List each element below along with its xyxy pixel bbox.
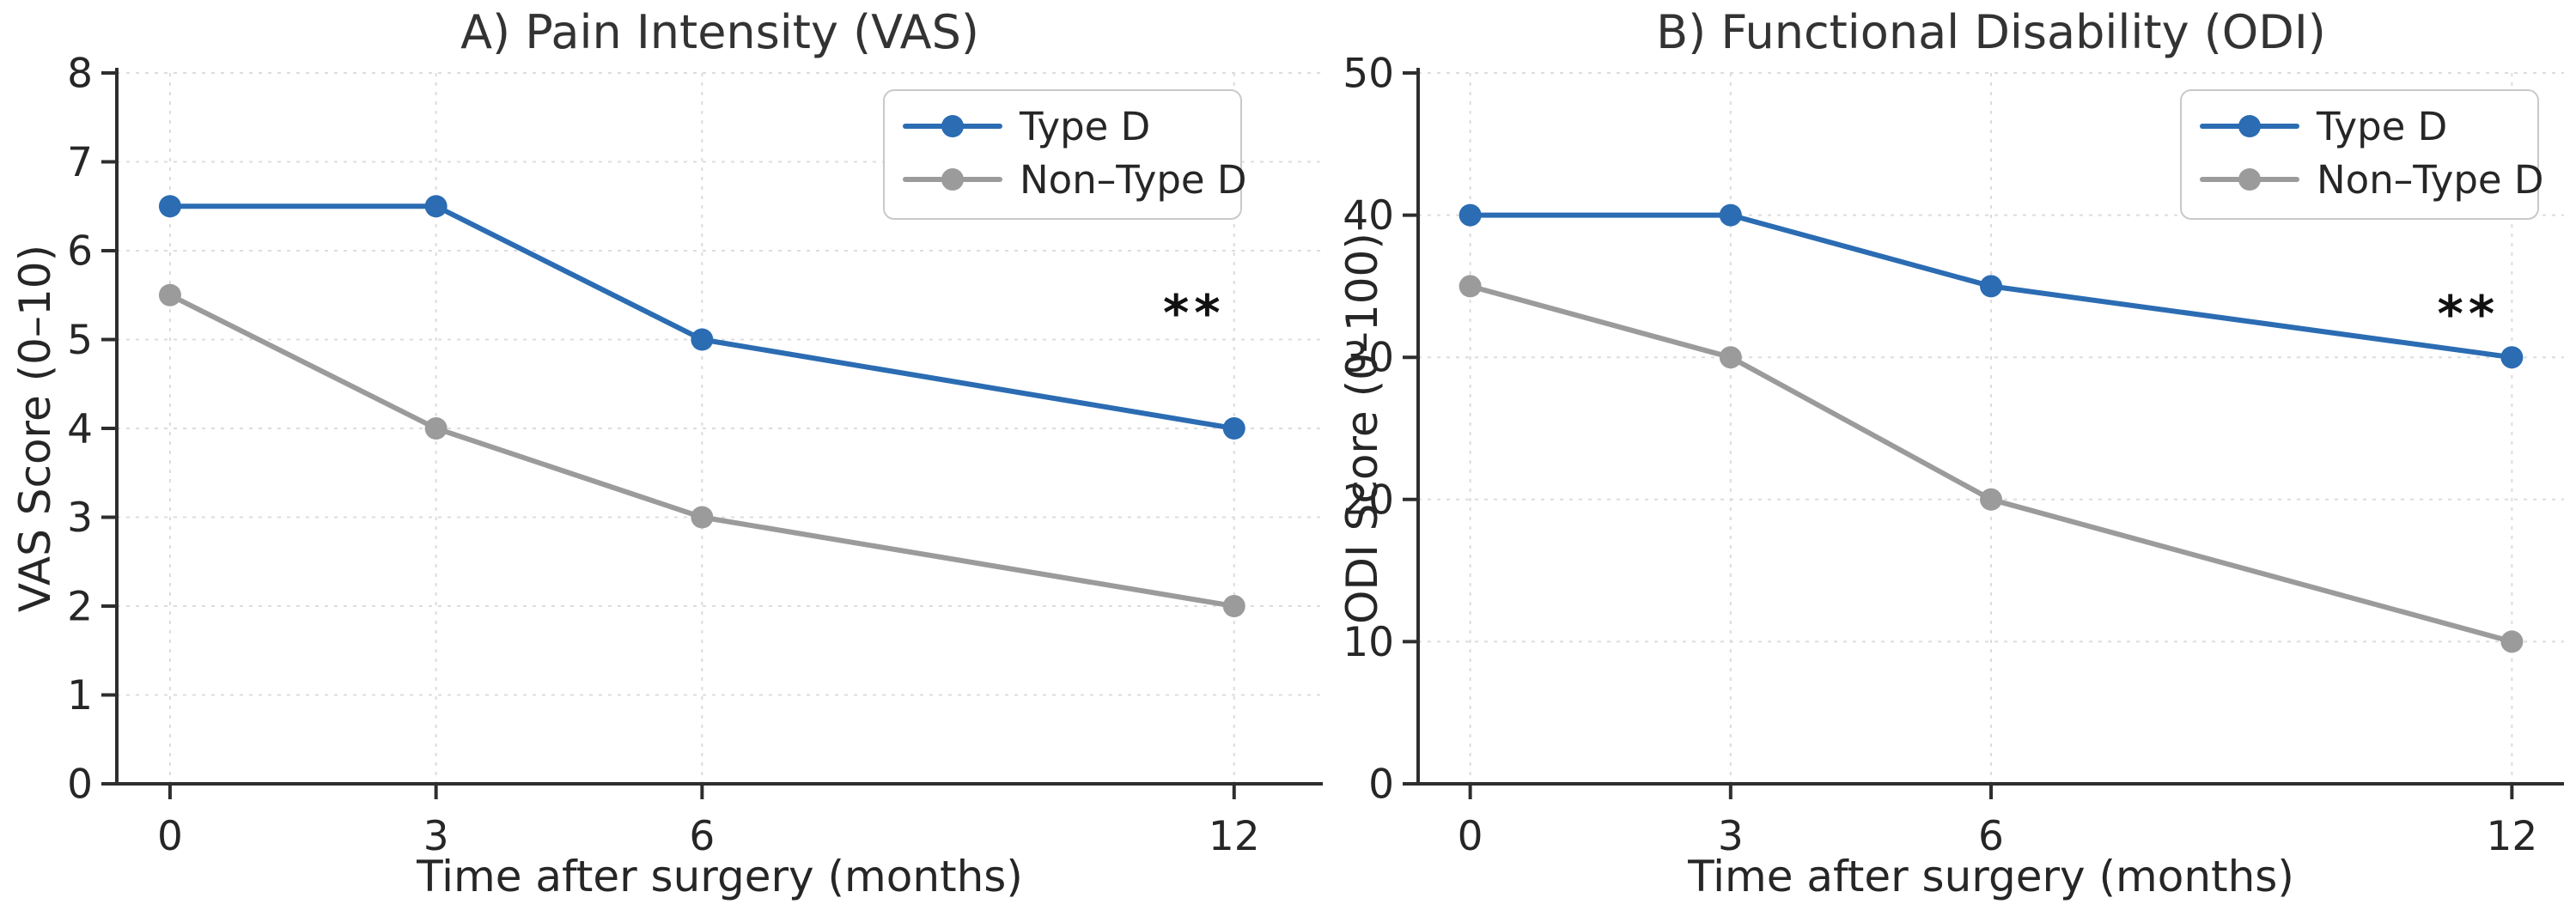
significance-annotation: ** [1163,283,1226,342]
x-tick-label: 12 [2486,813,2537,860]
series-line-non-type-d [1467,283,2515,645]
data-point-non-type-d [1459,275,1482,298]
y-axis-label: VAS Score (0–10) [10,245,60,612]
data-point-type-d [424,195,448,218]
legend-marker-non-type-d [2238,168,2261,191]
y-axis-label: ODI Score (0–100) [1337,233,1387,624]
data-point-non-type-d [1980,488,2002,511]
x-tick-label: 3 [1718,813,1744,860]
legend-marker-non-type-d [941,168,964,191]
y-tick-label: 40 [1343,192,1394,240]
data-point-type-d [691,328,714,351]
y-tick-label: 0 [67,761,93,808]
data-point-type-d [1459,203,1482,227]
chart-title: A) Pain Intensity (VAS) [460,5,979,59]
panel-a: 0 3 6 12 0 1 2 3 4 5 6 7 8 Time after surgery (months… [10,5,1323,901]
data-point-non-type-d [1719,346,1742,369]
y-tick-label: 5 [67,317,93,364]
data-point-type-d [1719,203,1742,227]
y-tick-label: 10 [1343,619,1394,666]
legend-marker-type-d [2238,115,2261,137]
y-tick-label: 4 [67,405,93,452]
y-tick-label: 6 [67,228,93,275]
legend: Type D Non–Type D [883,89,1247,220]
series-line-type-d [1467,212,2515,361]
series-line-non-type-d [167,292,1237,609]
legend-box [2180,89,2539,220]
x-tick-label: 0 [157,813,183,860]
y-tick-label: 20 [1343,476,1394,524]
functional-disability-odi-chart: 0 3 6 12 0 10 20 30 40 50 Time after surgery (mont… [1327,0,2576,904]
legend: Type D Non–Type D [2180,89,2544,220]
legend-box [883,89,1242,220]
chart-title: B) Functional Disability (ODI) [1656,5,2326,59]
legend-label-non-type-d: Non–Type D [1020,157,1247,203]
legend-marker-type-d [941,115,964,137]
data-point-type-d [1980,275,2002,298]
series-line-type-d [167,203,1237,431]
y-tick-label: 30 [1343,335,1394,382]
y-tick-label: 7 [67,139,93,186]
data-point-non-type-d [424,417,448,440]
data-point-non-type-d [158,283,181,306]
legend-label-non-type-d: Non–Type D [2317,157,2544,203]
x-tick-label: 6 [1978,813,2004,860]
x-tick-label: 3 [423,813,449,860]
legend-label-type-d: Type D [2316,104,2447,149]
y-tick-label: 1 [67,672,93,719]
y-tick-label: 0 [1368,761,1394,808]
data-point-non-type-d [2500,630,2524,653]
data-point-type-d [1222,417,1245,440]
x-axis-label: Time after surgery (months) [1687,852,2294,901]
y-tick-label: 50 [1343,50,1394,97]
tick-marks [1403,71,2514,799]
x-tick-label: 6 [689,813,715,860]
significance-annotation: ** [2437,285,2500,343]
y-tick-label: 2 [67,583,93,630]
data-point-type-d [2500,346,2524,369]
panel-b: 0 3 6 12 0 10 20 30 40 50 Time after surgery (mont… [1327,0,2576,904]
tick-marks [101,71,1236,799]
data-point-non-type-d [1222,595,1245,617]
x-tick-label: 0 [1458,813,1483,860]
data-point-type-d [158,195,181,218]
x-tick-label: 12 [1209,813,1260,860]
y-tick-label: 3 [67,494,93,542]
data-point-non-type-d [691,506,714,529]
legend-label-type-d: Type D [1019,104,1150,149]
x-axis-label: Time after surgery (months) [416,852,1023,901]
y-tick-label: 8 [67,50,93,97]
